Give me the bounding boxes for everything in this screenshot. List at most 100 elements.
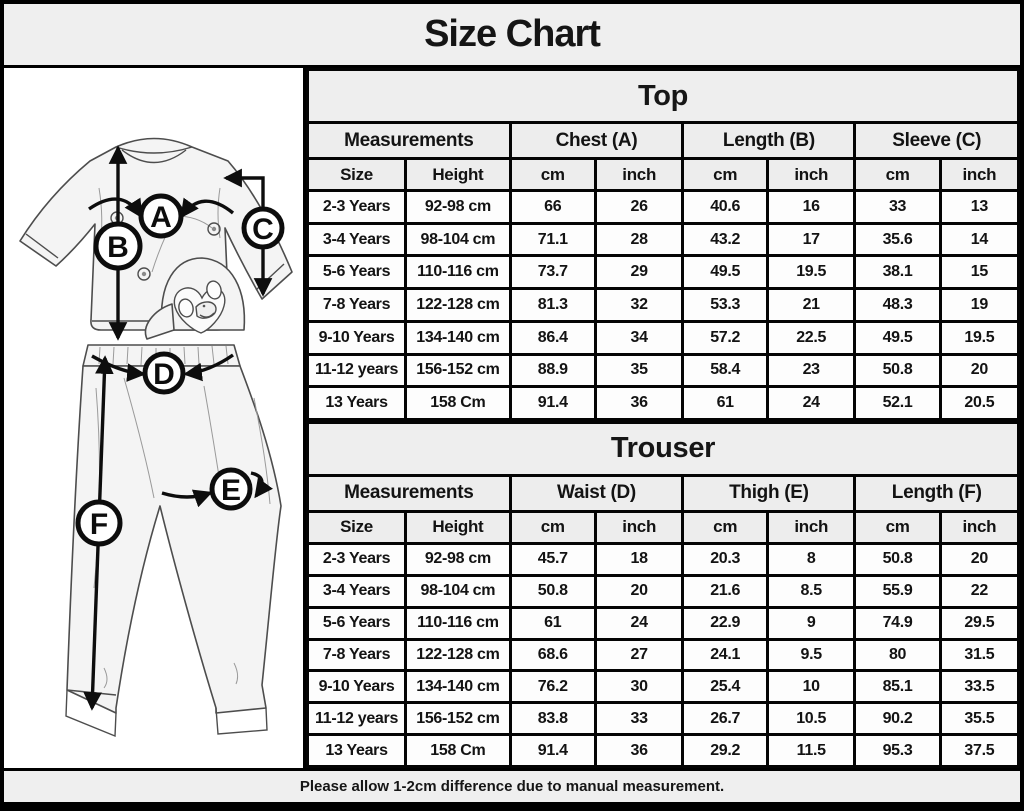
value-cell: 22.9 — [681, 605, 769, 641]
value-cell: 27 — [593, 637, 685, 673]
value-cell: 55.9 — [853, 573, 942, 609]
value-cell: 90.2 — [853, 701, 942, 737]
value-cell: 45.7 — [508, 541, 597, 577]
value-cell: 88.9 — [508, 352, 597, 389]
subheader-size: Size — [305, 157, 408, 192]
measure-c-arrow — [223, 168, 273, 297]
value-cell: 40.6 — [681, 189, 769, 225]
measure-f-circle — [75, 499, 123, 547]
value-cell: 33 — [853, 189, 942, 225]
value-cell: 14 — [938, 221, 1021, 258]
footer-note: Please allow 1-2cm difference due to man… — [299, 778, 725, 795]
value-cell: 31.5 — [938, 637, 1021, 673]
subheader-height: Height — [404, 157, 512, 192]
value-cell: 19 — [938, 287, 1021, 323]
top-table-title-row: Top — [306, 68, 1020, 124]
page-title: Size Chart — [424, 13, 601, 55]
height-cell: 134-140 cm — [404, 319, 512, 356]
value-cell: 50.8 — [853, 541, 942, 577]
value-cell: 19.5 — [938, 319, 1021, 356]
size-cell: 3-4 Years — [305, 221, 408, 258]
tables-panel: Top Measurements Chest (A) Length (B) Sl… — [305, 68, 1021, 768]
value-cell: 43.2 — [681, 221, 769, 258]
value-cell: 21.6 — [681, 573, 769, 609]
value-cell: 73.7 — [508, 254, 597, 291]
value-cell: 76.2 — [508, 669, 597, 705]
value-cell: 33.5 — [938, 669, 1021, 705]
measurement-diagram-panel: A B C D E F — [4, 68, 306, 768]
value-cell: 36 — [593, 385, 685, 421]
subheader-chest-cm: cm — [508, 157, 597, 192]
measure-a-label: A — [150, 201, 172, 234]
table-row: 13 Years 158 Cm 91.4 36 29.2 11.5 95.3 37.5 — [305, 733, 1021, 768]
subheader-thigh-inch: inch — [765, 509, 857, 545]
size-cell: 11-12 years — [305, 352, 408, 389]
measure-f-label: F — [90, 508, 108, 541]
table-row: 2-3 Years 92-98 cm 45.7 18 20.3 8 50.8 20 — [305, 541, 1021, 577]
trouser-group-header-row: Measurements Waist (D) Thigh (E) Length … — [306, 473, 1020, 513]
table-row: 3-4 Years 98-104 cm 71.1 28 43.2 17 35.6 14 — [305, 221, 1021, 258]
value-cell: 35.6 — [853, 221, 942, 258]
value-cell: 17 — [765, 221, 857, 258]
height-cell: 110-116 cm — [404, 254, 512, 291]
size-cell: 7-8 Years — [305, 637, 408, 673]
subheader-height: Height — [404, 509, 512, 545]
height-cell: 98-104 cm — [404, 573, 512, 609]
value-cell: 53.3 — [681, 287, 769, 323]
size-cell: 2-3 Years — [305, 541, 408, 577]
value-cell: 25.4 — [681, 669, 769, 705]
value-cell: 22.5 — [765, 319, 857, 356]
value-cell: 20 — [593, 573, 685, 609]
value-cell: 49.5 — [681, 254, 769, 291]
measure-b-label: B — [107, 231, 129, 264]
value-cell: 58.4 — [681, 352, 769, 389]
subheader-size: Size — [305, 509, 408, 545]
size-cell: 9-10 Years — [305, 669, 408, 705]
value-cell: 29.5 — [938, 605, 1021, 641]
value-cell: 91.4 — [508, 385, 597, 421]
top-table-body: 2-3 Years 92-98 cm 66 26 40.6 16 33 13 3-4 Years… — [305, 189, 1021, 421]
subheader-thigh-cm: cm — [681, 509, 769, 545]
table-row: 3-4 Years 98-104 cm 50.8 20 21.6 8.5 55.9 22 — [305, 573, 1021, 609]
value-cell: 20 — [938, 541, 1021, 577]
subheader-waist-cm: cm — [508, 509, 597, 545]
table-row: 7-8 Years 122-128 cm 81.3 32 53.3 21 48.3 19 — [305, 287, 1021, 323]
group-header-chest: Chest (A) — [508, 121, 685, 160]
value-cell: 61 — [681, 385, 769, 421]
value-cell: 48.3 — [853, 287, 942, 323]
measure-d-arrow-right — [183, 353, 234, 382]
value-cell: 30 — [593, 669, 685, 705]
size-cell: 5-6 Years — [305, 605, 408, 641]
measure-e-arrow-hook — [250, 471, 273, 499]
value-cell: 8 — [765, 541, 857, 577]
subheader-length-inch: inch — [765, 157, 857, 192]
value-cell: 21 — [765, 287, 857, 323]
group-header-length: Length (F) — [853, 473, 1020, 513]
value-cell: 86.4 — [508, 319, 597, 356]
top-table-title: Top — [306, 68, 1020, 124]
subheader-sleeve-inch: inch — [938, 157, 1021, 192]
value-cell: 29.2 — [681, 733, 769, 768]
measure-e-arrow — [161, 489, 213, 508]
size-cell: 7-8 Years — [305, 287, 408, 323]
value-cell: 49.5 — [853, 319, 942, 356]
value-cell: 10.5 — [765, 701, 857, 737]
value-cell: 26.7 — [681, 701, 769, 737]
footer-bar: Please allow 1-2cm difference due to man… — [4, 768, 1020, 802]
value-cell: 15 — [938, 254, 1021, 291]
table-row: 9-10 Years 134-140 cm 86.4 34 57.2 22.5 49.5 19… — [305, 319, 1021, 356]
trouser-size-table: Trouser Measurements Waist (D) Thigh (E)… — [305, 420, 1021, 768]
value-cell: 61 — [508, 605, 597, 641]
trouser-sub-header-row: Size Height cm inch cm inch cm inch — [305, 509, 1021, 545]
trouser-table-body: 2-3 Years 92-98 cm 45.7 18 20.3 8 50.8 20 3-4 Ye… — [305, 541, 1021, 768]
value-cell: 37.5 — [938, 733, 1021, 768]
value-cell: 50.8 — [853, 352, 942, 389]
height-cell: 92-98 cm — [404, 541, 512, 577]
value-cell: 20.5 — [938, 385, 1021, 421]
value-cell: 16 — [765, 189, 857, 225]
value-cell: 66 — [508, 189, 597, 225]
top-sub-header-row: Size Height cm inch cm inch cm inch — [305, 157, 1021, 192]
measure-b-circle — [93, 221, 143, 271]
table-row: 5-6 Years 110-116 cm 73.7 29 49.5 19.5 38.1 15 — [305, 254, 1021, 291]
